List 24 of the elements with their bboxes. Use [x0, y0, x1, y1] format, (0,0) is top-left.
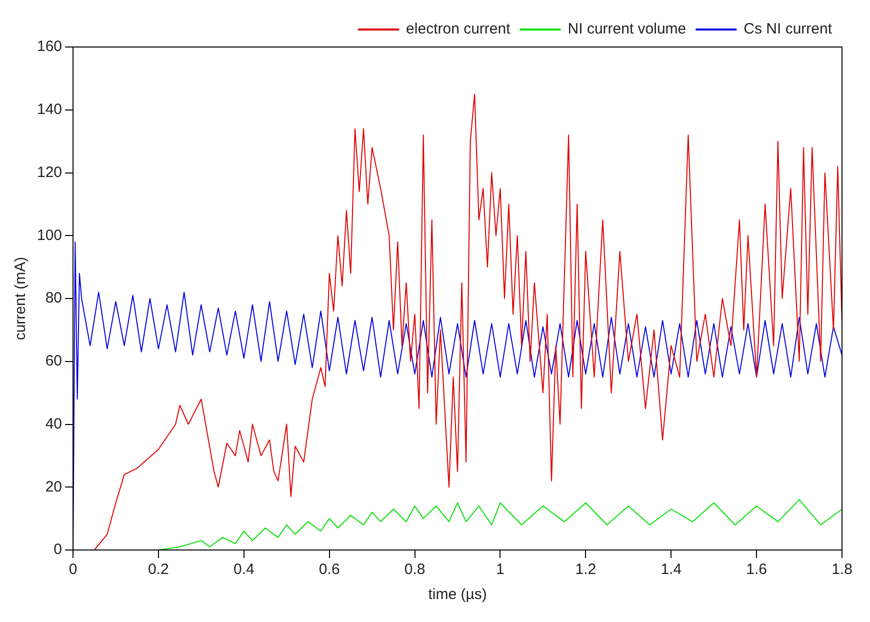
y-tick-label: 80 — [45, 290, 62, 307]
x-tick-label: 1.4 — [660, 561, 682, 578]
y-tick-label: 20 — [45, 478, 62, 496]
y-axis-title: current (mA) — [12, 256, 30, 340]
legend-label: electron current — [406, 20, 512, 38]
x-tick-label: 0.2 — [148, 561, 169, 578]
x-axis-title: time (µs) — [428, 586, 487, 604]
y-tick-label: 100 — [36, 226, 62, 244]
x-tick-label: 1.8 — [832, 561, 852, 578]
x-tick-label: 1 — [496, 561, 504, 578]
y-tick-label: 60 — [45, 352, 62, 370]
y-tick-label: 140 — [36, 101, 62, 118]
y-tick-label: 160 — [36, 38, 62, 56]
legend-label: Cs NI current — [744, 20, 833, 38]
x-tick-label: 0.6 — [318, 561, 340, 578]
x-tick-label: 0.8 — [404, 561, 426, 578]
x-tick-label: 1.6 — [746, 561, 767, 578]
y-tick-label: 40 — [45, 415, 62, 432]
legend-label: NI current volume — [568, 20, 686, 38]
y-tick-label: 0 — [54, 541, 62, 558]
x-tick-label: 0.4 — [233, 561, 254, 578]
x-tick-label: 1.2 — [575, 561, 596, 578]
x-tick-label: 0 — [68, 561, 78, 578]
y-tick-label: 120 — [36, 164, 62, 181]
